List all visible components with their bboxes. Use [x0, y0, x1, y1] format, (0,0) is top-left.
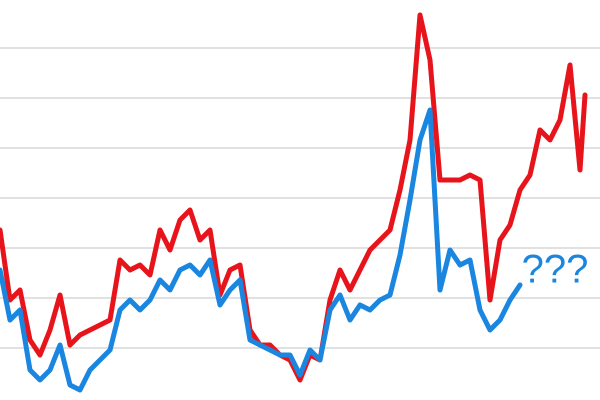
- line: [0, 107, 523, 393]
- annotation: ???: [522, 248, 589, 292]
